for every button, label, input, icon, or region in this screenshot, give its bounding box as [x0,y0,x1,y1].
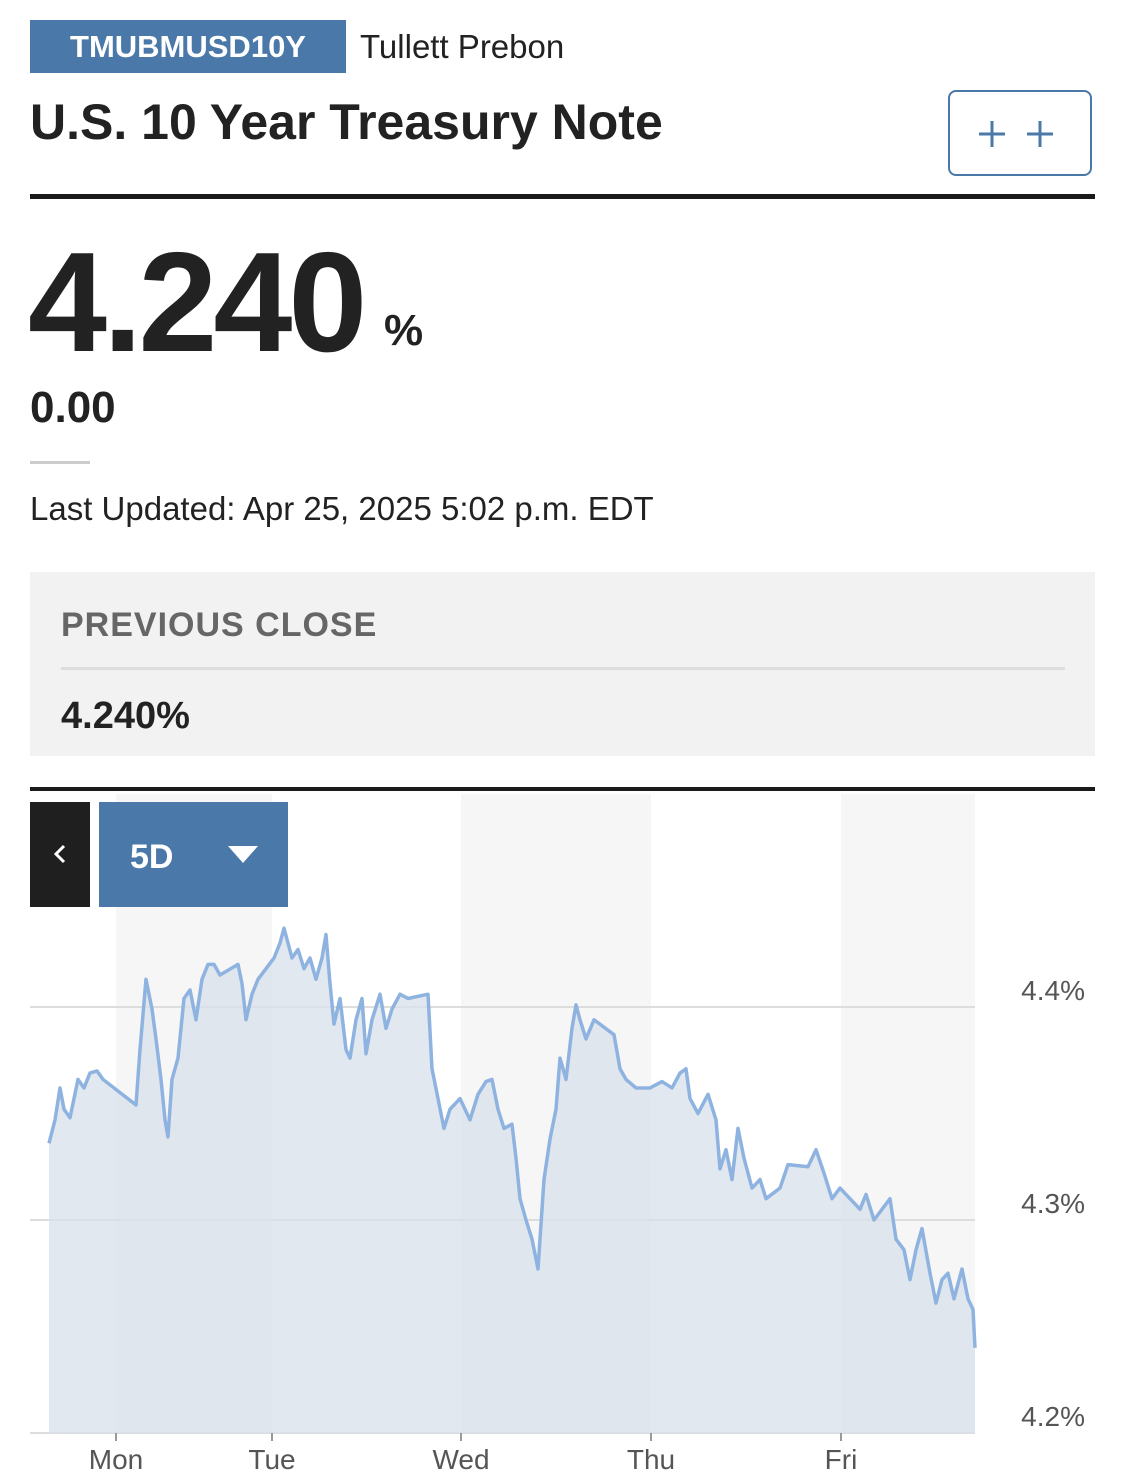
y-tick-label: 4.3% [1021,1188,1085,1219]
price-line [47,926,977,1348]
dropdown-arrow [228,846,258,863]
x-tick-label: Mon [89,1444,143,1473]
divider [30,787,1095,791]
back-button[interactable] [30,802,90,907]
last-updated: Last Updated: Apr 25, 2025 5:02 p.m. EDT [30,490,654,527]
quote-value: 4.240 [28,223,367,382]
divider [61,667,1065,670]
chart: 4.2% 4.3% 4.4% Mon Tue Wed Thu Fri [30,794,1085,1473]
previous-close-value: 4.240% [61,695,190,737]
quote-change: 0.00 [30,383,116,432]
ticker-badge: TMUBMUSD10Y [30,20,346,73]
range-label[interactable]: 5D [130,838,174,876]
plus-icon [979,121,1053,147]
y-tick-label: 4.4% [1021,975,1085,1006]
watchlist-button[interactable] [948,90,1092,176]
source: Tullett Prebon [360,28,565,65]
x-tick-label: Fri [825,1444,858,1473]
x-tick-label: Tue [248,1444,295,1473]
divider [30,461,90,464]
x-tick-label: Wed [432,1444,489,1473]
chevron-icon [53,844,66,864]
area-fill [49,928,975,1433]
range-dropdown[interactable] [99,802,288,907]
quote-unit: % [384,306,424,355]
x-tick-label: Thu [627,1444,675,1473]
previous-close-label: PREVIOUS CLOSE [61,606,378,644]
title: U.S. 10 Year Treasury Note [30,94,663,150]
y-tick-label: 4.2% [1021,1401,1085,1432]
previous-close-panel [30,572,1095,756]
divider [30,194,1095,199]
